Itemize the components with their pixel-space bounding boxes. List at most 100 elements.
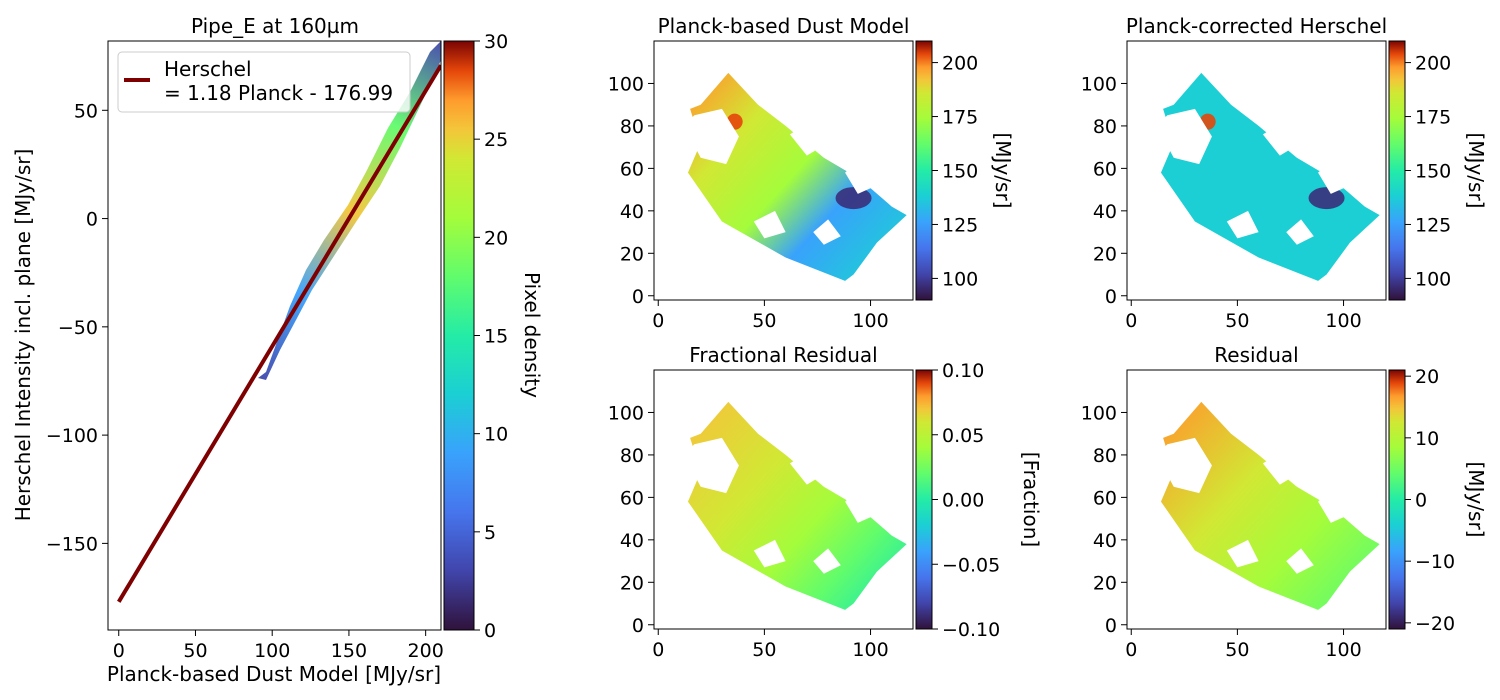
map-masked-area bbox=[813, 548, 841, 574]
colorbar-tick-label: 100 bbox=[1415, 268, 1451, 290]
colorbar-tick-label: 150 bbox=[1415, 161, 1451, 183]
map-image-planck bbox=[687, 72, 907, 281]
x-tick-label: 100 bbox=[254, 640, 290, 662]
map-image-residual bbox=[1160, 401, 1380, 610]
colorbar-scatter-label: Pixel density bbox=[520, 272, 544, 398]
colorbar-tick-label: 0 bbox=[1415, 490, 1427, 512]
scatter-title: Pipe_E at 160µm bbox=[191, 14, 359, 38]
map-title-corrected: Planck-corrected Herschel bbox=[1126, 14, 1387, 38]
map-title-planck: Planck-based Dust Model bbox=[658, 14, 910, 38]
colorbar-tick-label: 0.05 bbox=[942, 425, 984, 447]
scatter-colorbar: 0 5 10 15 20 25 30 Pixel density bbox=[443, 31, 544, 642]
x-tick-label: 50 bbox=[183, 640, 207, 662]
map-x-tick-label: 50 bbox=[1225, 639, 1249, 661]
x-tick-label: 200 bbox=[408, 640, 444, 662]
map-y-tick-label: 60 bbox=[620, 487, 644, 509]
colorbar-tick-label: 25 bbox=[484, 129, 508, 151]
colorbar-tick-label: 0.00 bbox=[942, 490, 984, 512]
map-masked-area bbox=[789, 121, 829, 156]
y-tick-label: −150 bbox=[46, 533, 98, 555]
map-x-tick-label: 0 bbox=[652, 639, 664, 661]
colorbar-corrected bbox=[1388, 40, 1406, 301]
scatter-x-ticks: 0 50 100 150 200 bbox=[113, 630, 444, 662]
colorbar-tick-label: 20 bbox=[1415, 366, 1439, 388]
x-tick-label: 150 bbox=[331, 640, 367, 662]
colorbar-tick-label: 10 bbox=[1415, 428, 1439, 450]
legend-line-1: Herschel bbox=[164, 57, 252, 81]
colorbar-tick-label: 150 bbox=[942, 161, 978, 183]
colorbar-tick-label: 30 bbox=[484, 31, 508, 53]
colorbar-tick-label: 125 bbox=[942, 214, 978, 236]
colorbar-tick-label: 125 bbox=[1415, 214, 1451, 236]
map-masked-area bbox=[1286, 548, 1314, 574]
x-tick-label: 0 bbox=[113, 640, 125, 662]
colorbar-tick-label: −0.05 bbox=[942, 554, 1000, 576]
y-tick-label: −50 bbox=[58, 317, 98, 339]
map-panel-fractional: Fractional Residual 0 50 100 0 20 40 60 80 100 −0.… bbox=[608, 343, 1043, 661]
map-y-tick-label: 100 bbox=[608, 402, 644, 424]
map-y-tick-label: 0 bbox=[632, 615, 644, 637]
map-masked-area bbox=[845, 484, 877, 523]
legend-line-2: = 1.18 Planck - 176.99 bbox=[164, 81, 393, 105]
map-x-tick-label: 0 bbox=[652, 310, 664, 332]
colorbar-label-fractional: [Fraction] bbox=[1019, 452, 1043, 547]
map-masked-area bbox=[1226, 539, 1259, 568]
map-y-tick-label: 0 bbox=[1105, 286, 1117, 308]
colorbar-tick-label: 0 bbox=[484, 620, 496, 642]
map-masked-area bbox=[1226, 210, 1259, 239]
scatter-x-label: Planck-based Dust Model [MJy/sr] bbox=[107, 662, 441, 686]
colorbar-label-residual: [MJy/sr] bbox=[1464, 462, 1488, 538]
map-y-tick-label: 80 bbox=[620, 116, 644, 138]
map-masked-area bbox=[753, 210, 786, 239]
map-x-tick-label: 0 bbox=[1125, 310, 1137, 332]
map-frame bbox=[653, 40, 914, 301]
map-x-tick-label: 50 bbox=[752, 639, 776, 661]
map-y-tick-label: 60 bbox=[1093, 158, 1117, 180]
map-masked-area bbox=[1156, 108, 1212, 165]
map-image-corrected bbox=[1160, 72, 1380, 281]
map-y-tick-label: 0 bbox=[632, 286, 644, 308]
map-masked-area bbox=[683, 108, 739, 165]
map-y-tick-label: 40 bbox=[1093, 530, 1117, 552]
scatter-panel: Pipe_E at 160µm 0 50 100 150 200 −150−100−50… bbox=[11, 14, 544, 686]
y-tick-label: 50 bbox=[74, 100, 98, 122]
map-y-tick-label: 80 bbox=[1093, 445, 1117, 467]
map-y-tick-label: 0 bbox=[1105, 615, 1117, 637]
map-y-tick-label: 20 bbox=[620, 572, 644, 594]
colorbar-tick-label: 5 bbox=[484, 522, 496, 544]
map-x-tick-label: 100 bbox=[852, 310, 888, 332]
colorbar-tick-label: 0.10 bbox=[942, 360, 984, 382]
scatter-y-ticks: −150 −100 −50 0 50 bbox=[46, 100, 108, 555]
colorbar-tick-label: 175 bbox=[1415, 107, 1451, 129]
scatter-legend: Herschel = 1.18 Planck - 176.99 bbox=[117, 51, 411, 113]
map-frame bbox=[1126, 369, 1387, 630]
map-masked-area bbox=[1318, 155, 1350, 194]
colorbar-tick-label: 20 bbox=[484, 227, 508, 249]
map-panel-planck: Planck-based Dust Model 0 50 100 0 20 40 60 80 10… bbox=[608, 14, 1015, 332]
colorbar-residual bbox=[1388, 369, 1406, 630]
map-image-fractional bbox=[687, 401, 907, 610]
map-x-tick-label: 50 bbox=[752, 310, 776, 332]
map-masked-area bbox=[813, 219, 841, 245]
colorbar-scatter bbox=[443, 40, 475, 631]
map-cold-region bbox=[835, 187, 872, 210]
map-masked-area bbox=[683, 437, 739, 494]
colorbar-scatter-ticks: 0 5 10 15 20 25 30 bbox=[474, 31, 508, 642]
colorbar-tick-label: 10 bbox=[484, 424, 508, 446]
map-x-tick-label: 100 bbox=[1325, 310, 1361, 332]
scatter-y-label: Herschel Intensity incl. plane [MJy/sr] bbox=[11, 149, 35, 522]
map-title-residual: Residual bbox=[1214, 343, 1298, 367]
map-masked-area bbox=[1262, 121, 1302, 156]
map-x-tick-label: 100 bbox=[852, 639, 888, 661]
map-x-tick-label: 0 bbox=[1125, 639, 1137, 661]
fit-line bbox=[117, 64, 441, 603]
colorbar-tick-label: 200 bbox=[1415, 53, 1451, 75]
colorbar-label-planck: [MJy/sr] bbox=[991, 133, 1015, 209]
map-frame bbox=[653, 369, 914, 630]
colorbar-tick-label: 200 bbox=[942, 53, 978, 75]
map-y-tick-label: 40 bbox=[620, 530, 644, 552]
map-y-tick-label: 20 bbox=[1093, 243, 1117, 265]
colorbar-tick-label: 15 bbox=[484, 326, 508, 348]
map-y-tick-label: 40 bbox=[620, 201, 644, 223]
